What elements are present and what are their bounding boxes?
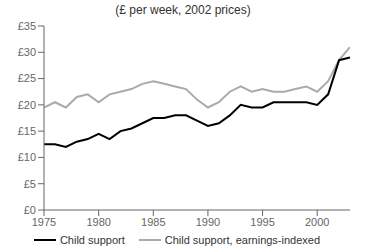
svg-text:£20: £20	[18, 99, 36, 111]
svg-text:1980: 1980	[86, 216, 110, 228]
svg-text:1990: 1990	[196, 216, 220, 228]
svg-text:£25: £25	[18, 72, 36, 84]
svg-text:£0: £0	[24, 204, 36, 216]
svg-text:£5: £5	[24, 178, 36, 190]
html-text:Child support, earnings-indexe: Child support, earnings-indexed	[164, 234, 321, 246]
svg-text:£15: £15	[18, 125, 36, 137]
svg-text:1985: 1985	[141, 216, 165, 228]
html-text:Child support: Child support	[59, 234, 125, 246]
svg-text:2000: 2000	[305, 216, 329, 228]
svg-text:£30: £30	[18, 46, 36, 58]
svg-text:£35: £35	[18, 20, 36, 32]
svg-text:1975: 1975	[32, 216, 56, 228]
svg-text:1995: 1995	[250, 216, 274, 228]
svg-text:£10: £10	[18, 151, 36, 163]
html-text:(£ per week, 2002 prices): (£ per week, 2002 prices)	[115, 3, 251, 17]
